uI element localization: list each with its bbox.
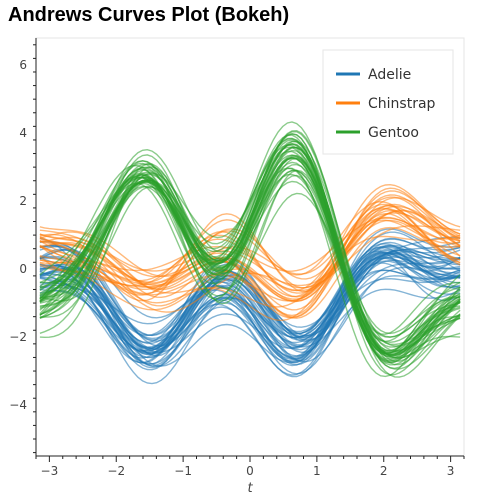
series-line — [39, 137, 461, 352]
series-line — [39, 263, 461, 342]
series-line — [39, 144, 461, 346]
series-gentoo — [39, 121, 461, 378]
x-tick-label: −2 — [107, 464, 125, 478]
legend: Adelie Chinstrap Gentoo — [322, 49, 454, 155]
x-axis-label: t — [247, 481, 253, 496]
legend-label: Adelie — [368, 67, 411, 83]
y-tick-label: 4 — [19, 126, 27, 140]
series-line — [39, 225, 461, 289]
legend-item-adelie: Adelie — [336, 67, 411, 83]
series-line — [39, 190, 461, 317]
series-line — [39, 241, 461, 367]
legend-item-chinstrap: Chinstrap — [336, 96, 436, 112]
series-line — [39, 250, 461, 378]
y-tick-label: 0 — [19, 262, 27, 276]
x-tick-group: −3 −2 −1 0 1 2 3 — [35, 456, 465, 478]
series-line — [39, 233, 461, 308]
x-tick-label: 2 — [380, 464, 388, 478]
legend-label: Gentoo — [368, 125, 419, 141]
y-tick-label: 6 — [19, 58, 27, 72]
series-line — [39, 131, 461, 360]
series-line — [39, 187, 461, 318]
series-line — [39, 205, 461, 302]
x-tick-label: 3 — [447, 464, 455, 478]
series-line — [39, 216, 461, 319]
y-tick-group: −4 −2 0 2 4 6 — [9, 44, 36, 454]
series-line — [39, 163, 461, 355]
y-tick-label: −2 — [9, 330, 27, 344]
x-tick-label: 1 — [313, 464, 321, 478]
series-line — [39, 176, 461, 370]
x-tick-label: −1 — [174, 464, 192, 478]
series-line — [39, 160, 461, 360]
x-tick-label: 0 — [246, 464, 254, 478]
chart-title: Andrews Curves Plot (Bokeh) — [8, 4, 290, 26]
series-line — [39, 244, 461, 354]
y-tick-label: 2 — [19, 194, 27, 208]
series-line — [39, 196, 461, 288]
series-line — [39, 231, 461, 352]
curve-layer — [39, 121, 461, 385]
legend-label: Chinstrap — [368, 96, 436, 112]
series-line — [39, 197, 461, 302]
series-line — [39, 205, 461, 294]
legend-item-gentoo: Gentoo — [336, 125, 419, 141]
x-tick-label: −3 — [41, 464, 59, 478]
y-tick-label: −4 — [9, 398, 27, 412]
series-line — [39, 244, 461, 354]
